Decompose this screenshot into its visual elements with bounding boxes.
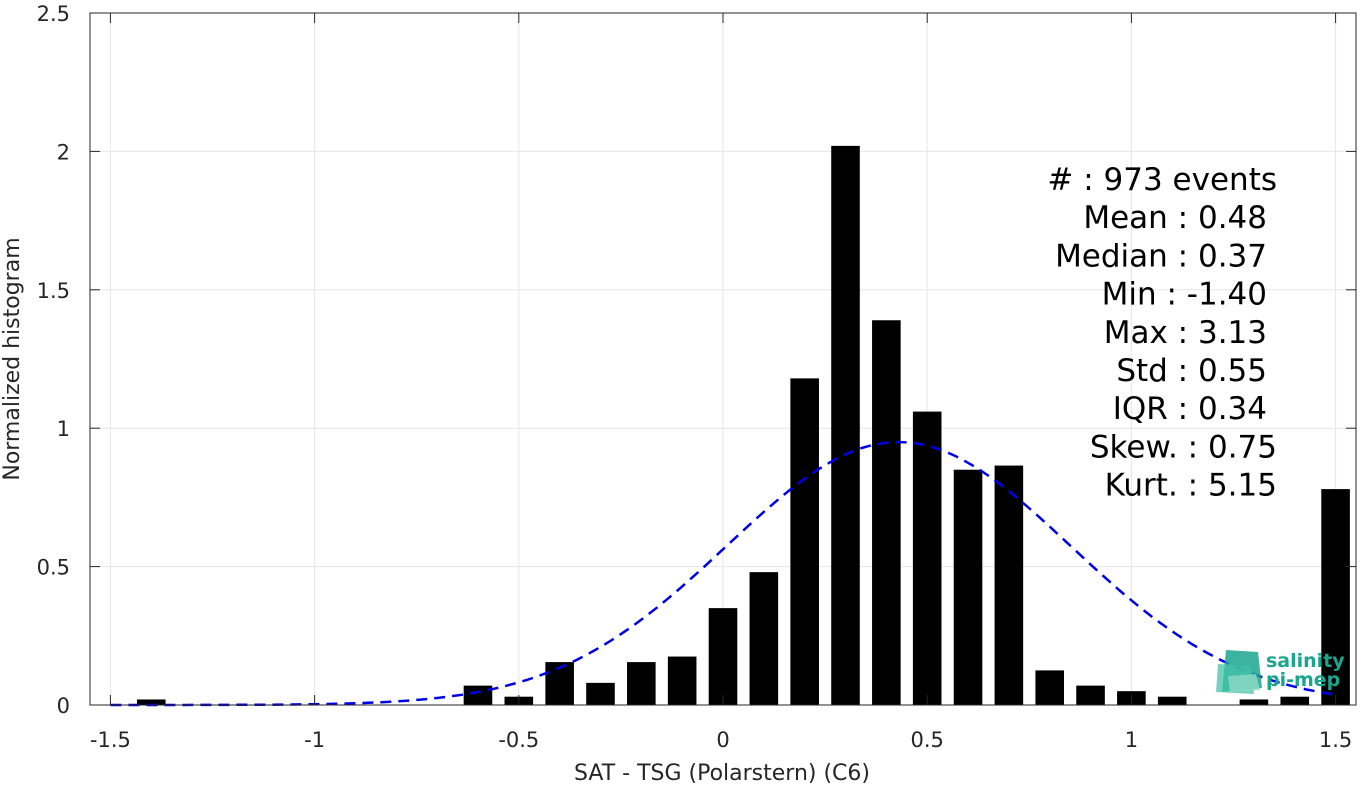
histogram-bar-6 — [667, 656, 697, 705]
y-tick-label-0: 0 — [57, 694, 70, 718]
logo-line2: pi-mep — [1266, 669, 1340, 691]
histogram-bar-21 — [1321, 489, 1350, 705]
stats-line-2: Median : 0.37 — [1055, 238, 1267, 274]
histogram-bar-12 — [912, 411, 942, 705]
logo-line1: salinity — [1266, 650, 1345, 672]
x-tick-label-5: 1 — [1125, 728, 1138, 752]
x-tick-label-4: 0.5 — [910, 728, 943, 752]
stats-line-0: # : 973 events — [1047, 162, 1277, 198]
histogram-bar-1 — [463, 685, 493, 705]
x-axis-label: SAT - TSG (Polarstern) (C6) — [574, 761, 870, 785]
y-tick-label-4: 2 — [57, 140, 70, 164]
stats-line-7: Skew. : 0.75 — [1090, 429, 1277, 465]
histogram-bar-15 — [1035, 670, 1065, 705]
y-tick-label-5: 2.5 — [37, 2, 70, 26]
histogram-bar-16 — [1076, 685, 1105, 705]
y-tick-label-3: 1.5 — [37, 279, 70, 303]
stats-line-8: Kurt. : 5.15 — [1105, 468, 1277, 504]
histogram-bars — [136, 145, 1350, 705]
histogram-bar-7 — [708, 608, 738, 705]
x-tick-label-3: 0 — [716, 728, 729, 752]
histogram-bar-10 — [831, 145, 860, 705]
x-tick-label-1: -1 — [304, 728, 325, 752]
x-tick-label-0: -1.5 — [90, 728, 131, 752]
histogram-bar-19 — [1239, 699, 1269, 705]
x-tick-label-6: 1.5 — [1319, 728, 1352, 752]
stats-line-6: IQR : 0.34 — [1113, 391, 1267, 427]
stats-line-1: Mean : 0.48 — [1083, 200, 1267, 236]
histogram-bar-8 — [749, 572, 779, 705]
histogram-bar-11 — [872, 320, 901, 705]
y-tick-labels: 0 0.5 1 1.5 2 2.5 — [37, 2, 70, 718]
histogram-bar-4 — [586, 682, 615, 705]
histogram-bar-3 — [545, 662, 574, 705]
y-tick-label-2: 1 — [57, 417, 70, 441]
y-tick-label-1: 0.5 — [37, 556, 70, 580]
histogram-bar-5 — [627, 662, 656, 705]
histogram-bar-0 — [136, 699, 166, 705]
histogram-bar-9 — [790, 378, 819, 705]
x-tick-label-2: -0.5 — [498, 728, 539, 752]
stats-line-3: Min : -1.40 — [1102, 277, 1267, 313]
salinity-pimep-logo: salinity pi-mep — [1216, 650, 1345, 694]
histogram-bar-13 — [953, 469, 983, 705]
x-tick-labels: -1.5 -1 -0.5 0 0.5 1 1.5 — [90, 728, 1352, 752]
y-axis-label: Normalized histogram — [0, 237, 25, 480]
histogram-bar-14 — [994, 465, 1024, 705]
logo-mark-icon — [1216, 650, 1262, 694]
stats-line-4: Max : 3.13 — [1104, 315, 1267, 351]
axes-frame — [89, 12, 1357, 706]
histogram-bar-18 — [1157, 696, 1187, 705]
stats-line-5: Std : 0.55 — [1116, 353, 1267, 389]
histogram-bar-20 — [1280, 696, 1310, 705]
